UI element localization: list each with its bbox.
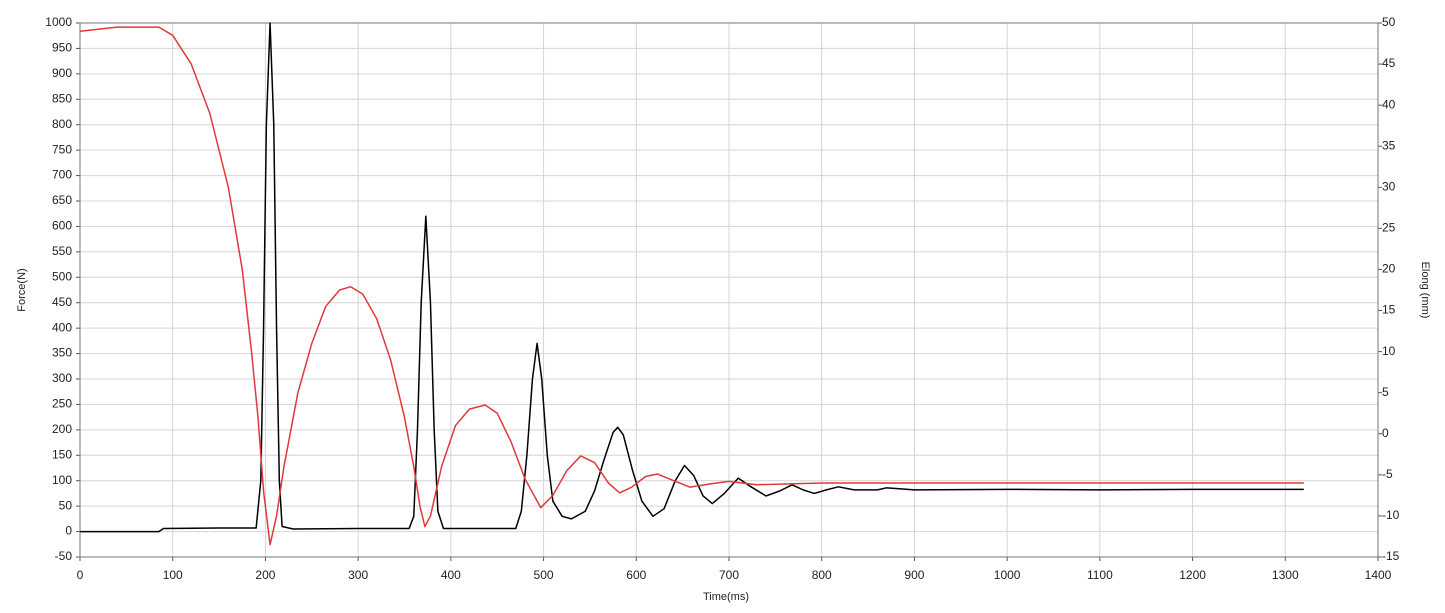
x-tick-label: 1200	[1179, 568, 1206, 582]
y2-tick-label: 5	[1382, 385, 1389, 399]
y-tick-label: 150	[52, 447, 72, 461]
x-tick-label: 300	[348, 568, 368, 582]
y2-tick-label: 50	[1382, 15, 1396, 29]
x-tick-label: 600	[626, 568, 646, 582]
y-tick-label: -50	[55, 549, 73, 563]
data-line	[80, 22, 1304, 533]
y-tick-label: 1000	[45, 15, 72, 29]
y-tick-label: 500	[52, 269, 72, 283]
y-tick-label: 600	[52, 219, 72, 233]
x-tick-label: 0	[77, 568, 84, 582]
y-tick-label: 400	[52, 320, 72, 334]
y2-tick-label: 30	[1382, 179, 1396, 193]
y2-tick-label: 35	[1382, 138, 1396, 152]
y2-tick-label: 45	[1382, 56, 1396, 70]
x-tick-label: 700	[719, 568, 739, 582]
y2-tick-label: -10	[1382, 508, 1400, 522]
x-tick-label: 400	[441, 568, 461, 582]
y-tick-label: 0	[65, 524, 72, 538]
x-tick-label: 1100	[1087, 568, 1113, 582]
y-tick-label: 450	[52, 295, 72, 309]
y2-tick-label: 0	[1382, 426, 1389, 440]
y2-tick-label: 15	[1382, 303, 1396, 317]
y-tick-label: 950	[52, 41, 72, 55]
y2-tick-label: -5	[1382, 467, 1393, 481]
y-tick-label: 700	[52, 168, 72, 182]
y2-tick-label: 20	[1382, 262, 1396, 276]
y-tick-label: 850	[52, 91, 72, 105]
y-tick-label: 200	[52, 422, 72, 436]
data-line	[79, 26, 1304, 546]
y-tick-label: 50	[59, 498, 73, 512]
y-axis-label: Force(N)	[16, 268, 28, 311]
x-tick-label: 1000	[994, 568, 1021, 582]
plot-frame	[79, 22, 1379, 558]
y-tick-label: 300	[52, 371, 72, 385]
x-axis-label: Time(ms)	[703, 591, 749, 603]
y-tick-label: 750	[52, 142, 72, 156]
y-tick-label: 800	[52, 117, 72, 131]
y-tick-label: 550	[52, 244, 72, 258]
y-tick-label: 250	[52, 397, 72, 411]
y-tick-label: 650	[52, 193, 72, 207]
y-tick-label: 900	[52, 66, 72, 80]
x-tick-label: 900	[904, 568, 924, 582]
x-tick-label: 200	[255, 568, 275, 582]
x-tick-label: 800	[812, 568, 832, 582]
y2-tick-label: -15	[1382, 549, 1400, 563]
y-tick-label: 350	[52, 346, 72, 360]
y2-axis-label: Elong (mm)	[1419, 262, 1431, 319]
y2-tick-label: 25	[1382, 221, 1396, 235]
x-tick-label: 100	[163, 568, 183, 582]
y-tick-label: 100	[52, 473, 72, 487]
y2-tick-label: 10	[1382, 344, 1396, 358]
x-tick-label: 1300	[1272, 568, 1299, 582]
y2-tick-label: 40	[1382, 97, 1396, 111]
x-tick-label: 500	[534, 568, 554, 582]
x-tick-label: 1400	[1365, 568, 1392, 582]
